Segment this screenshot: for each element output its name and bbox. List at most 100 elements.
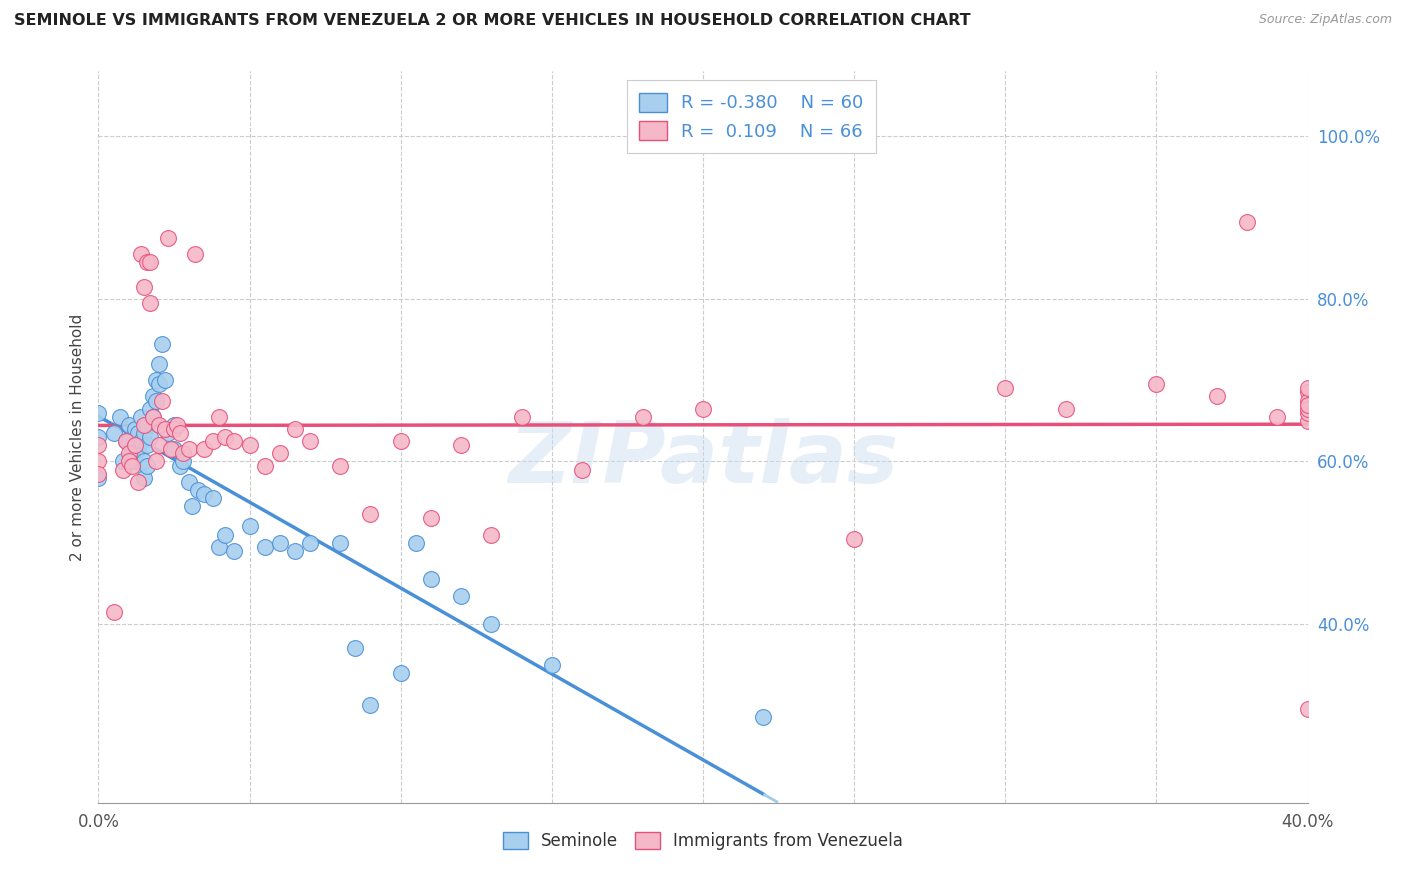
Point xyxy=(169,458,191,473)
Text: Source: ZipAtlas.com: Source: ZipAtlas.com xyxy=(1258,13,1392,27)
Point xyxy=(172,454,194,468)
Point xyxy=(132,425,155,440)
Point xyxy=(181,499,204,513)
Point xyxy=(253,540,276,554)
Point xyxy=(389,665,412,680)
Point xyxy=(224,544,246,558)
Point xyxy=(752,710,775,724)
Point xyxy=(124,422,146,436)
Point xyxy=(87,406,110,420)
Point xyxy=(214,430,236,444)
Point xyxy=(129,409,152,424)
Point xyxy=(284,544,307,558)
Point xyxy=(142,389,165,403)
Point xyxy=(1236,215,1258,229)
Point xyxy=(135,255,157,269)
Point xyxy=(111,454,134,468)
Point xyxy=(118,417,141,432)
Point xyxy=(132,454,155,468)
Point xyxy=(148,417,170,432)
Point xyxy=(239,519,262,533)
Point xyxy=(153,373,176,387)
Point xyxy=(214,527,236,541)
Point xyxy=(450,438,472,452)
Point xyxy=(284,422,307,436)
Point xyxy=(124,454,146,468)
Point xyxy=(187,483,209,497)
Point xyxy=(299,535,322,549)
Y-axis label: 2 or more Vehicles in Household: 2 or more Vehicles in Household xyxy=(69,313,84,561)
Point xyxy=(844,532,866,546)
Point xyxy=(1296,414,1319,428)
Point xyxy=(148,357,170,371)
Point xyxy=(269,446,291,460)
Point xyxy=(269,535,291,549)
Point xyxy=(193,487,215,501)
Point xyxy=(344,641,367,656)
Point xyxy=(253,458,276,473)
Point xyxy=(124,438,146,452)
Point xyxy=(224,434,246,449)
Point xyxy=(202,491,225,505)
Point xyxy=(510,409,533,424)
Point xyxy=(179,442,201,457)
Point xyxy=(1296,398,1319,412)
Point xyxy=(129,434,152,449)
Point xyxy=(127,442,149,457)
Point xyxy=(139,401,162,416)
Point xyxy=(208,540,231,554)
Point xyxy=(87,438,110,452)
Point xyxy=(405,535,427,549)
Point xyxy=(1267,409,1289,424)
Point xyxy=(87,467,110,481)
Point xyxy=(1296,401,1319,416)
Point xyxy=(150,393,173,408)
Point xyxy=(420,572,443,586)
Point xyxy=(153,422,176,436)
Point xyxy=(148,377,170,392)
Point xyxy=(135,438,157,452)
Point xyxy=(360,698,382,713)
Point xyxy=(114,434,136,449)
Point xyxy=(179,475,201,489)
Point xyxy=(420,511,443,525)
Point xyxy=(103,605,125,619)
Point xyxy=(132,279,155,293)
Point xyxy=(129,247,152,261)
Point xyxy=(239,438,262,452)
Point xyxy=(1296,406,1319,420)
Point xyxy=(145,373,167,387)
Point xyxy=(184,247,207,261)
Point xyxy=(360,508,382,522)
Point xyxy=(481,617,503,632)
Point xyxy=(139,296,162,310)
Point xyxy=(1206,389,1229,403)
Point xyxy=(571,462,593,476)
Point xyxy=(481,527,503,541)
Point xyxy=(121,458,143,473)
Point xyxy=(299,434,322,449)
Point xyxy=(450,589,472,603)
Legend: Seminole, Immigrants from Venezuela: Seminole, Immigrants from Venezuela xyxy=(496,825,910,856)
Point xyxy=(156,231,179,245)
Text: SEMINOLE VS IMMIGRANTS FROM VENEZUELA 2 OR MORE VEHICLES IN HOUSEHOLD CORRELATIO: SEMINOLE VS IMMIGRANTS FROM VENEZUELA 2 … xyxy=(14,13,970,29)
Point xyxy=(108,409,131,424)
Point xyxy=(156,425,179,440)
Point xyxy=(169,425,191,440)
Point xyxy=(135,417,157,432)
Point xyxy=(145,393,167,408)
Point xyxy=(202,434,225,449)
Point xyxy=(87,471,110,485)
Point xyxy=(111,462,134,476)
Point xyxy=(329,535,352,549)
Point xyxy=(160,442,183,457)
Text: ZIPatlas: ZIPatlas xyxy=(508,417,898,500)
Point xyxy=(1296,385,1319,400)
Point xyxy=(172,446,194,460)
Point xyxy=(118,446,141,460)
Point xyxy=(135,458,157,473)
Point xyxy=(118,454,141,468)
Point xyxy=(163,422,186,436)
Point xyxy=(145,454,167,468)
Point xyxy=(389,434,412,449)
